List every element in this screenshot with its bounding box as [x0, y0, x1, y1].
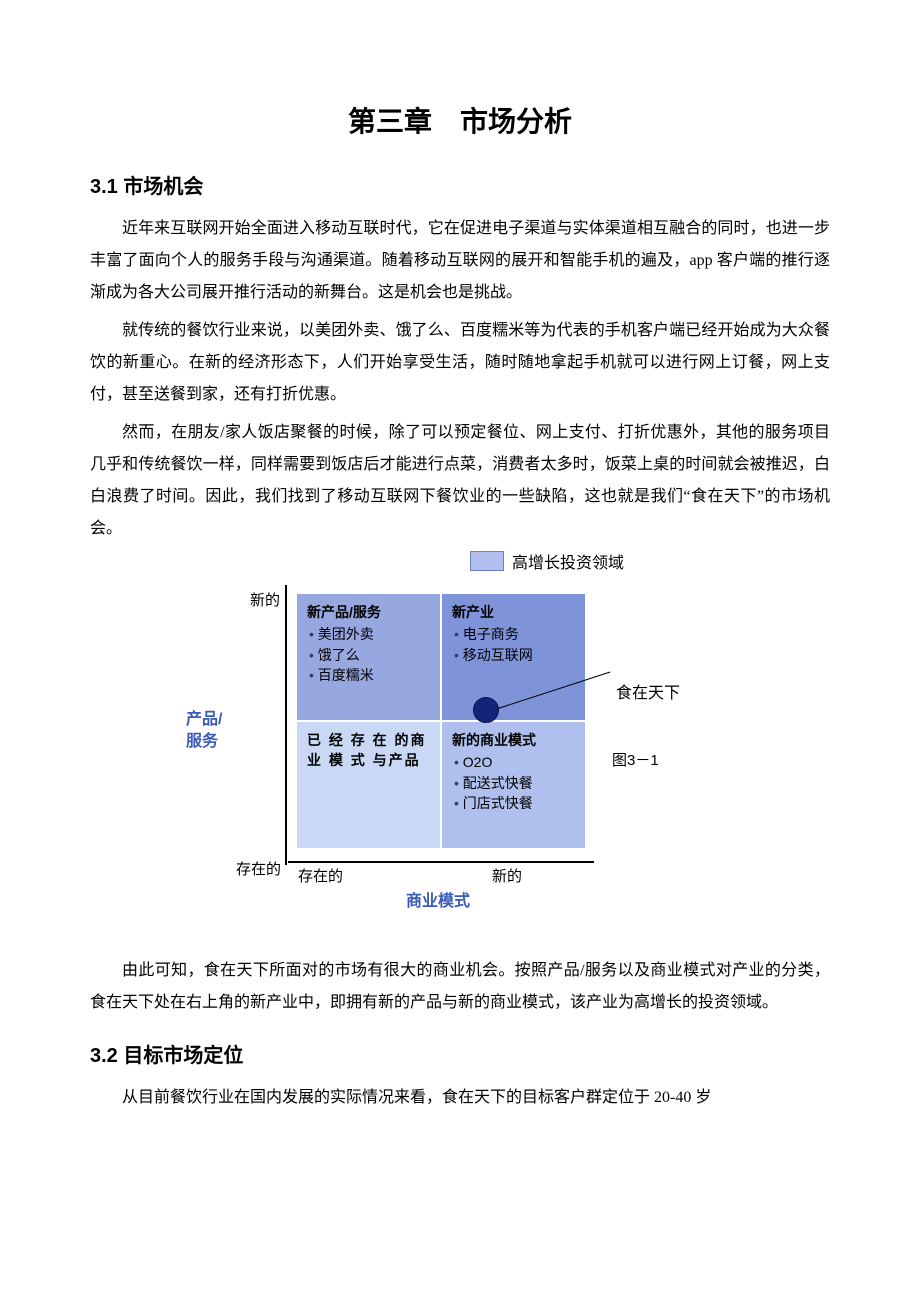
list-item: O2O: [454, 752, 575, 772]
list-item: 美团外卖: [309, 624, 430, 644]
opportunity-matrix-diagram: 高增长投资领域 产品/服务 新的 存在的 新产品/服务 美团外卖 饿了么 百度糯…: [180, 579, 740, 919]
list-item: 饿了么: [309, 645, 430, 665]
section-3-1-paragraph-3: 然而，在朋友/家人饭店聚餐的时候，除了可以预定餐位、网上支付、打折优惠外，其他的…: [90, 417, 830, 545]
quadrant-title: 新的商业模式: [452, 730, 575, 750]
list-item: 电子商务: [454, 624, 575, 644]
section-3-1-paragraph-2: 就传统的餐饮行业来说，以美团外卖、饿了么、百度糯米等为代表的手机客户端已经开始成…: [90, 315, 830, 411]
quadrant-bottom-left: 已 经 存 在 的商 业 模 式 与产品: [296, 721, 441, 849]
quadrant-list: 美团外卖 饿了么 百度糯米: [307, 624, 430, 685]
section-3-2-paragraph-1: 从目前餐饮行业在国内发展的实际情况来看，食在天下的目标客户群定位于 20-40 …: [90, 1082, 830, 1114]
legend-label: 高增长投资领域: [512, 549, 624, 573]
quadrant-list: 电子商务 移动互联网: [452, 624, 575, 665]
matrix-grid: 新产品/服务 美团外卖 饿了么 百度糯米 新产业 电子商务 移动互联网 已 经 …: [296, 593, 586, 849]
marker-dot: [473, 697, 499, 723]
quadrant-top-left: 新产品/服务 美团外卖 饿了么 百度糯米: [296, 593, 441, 721]
x-axis-title: 商业模式: [406, 887, 470, 911]
y-axis-label-top: 新的: [250, 589, 280, 610]
figure-3-1-container: 高增长投资领域 产品/服务 新的 存在的 新产品/服务 美团外卖 饿了么 百度糯…: [90, 579, 830, 919]
chapter-title: 第三章 市场分析: [90, 100, 830, 140]
y-axis-label-bottom: 存在的: [236, 858, 281, 879]
list-item: 移动互联网: [454, 645, 575, 665]
section-3-2-heading: 3.2 目标市场定位: [90, 1039, 830, 1068]
figure-caption: 图3－1: [612, 749, 659, 770]
quadrant-list: O2O 配送式快餐 门店式快餐: [452, 752, 575, 813]
legend-swatch: [470, 551, 504, 571]
section-3-1-heading: 3.1 市场机会: [90, 170, 830, 199]
x-axis-label-left: 存在的: [298, 865, 343, 886]
x-axis-label-right: 新的: [492, 865, 522, 886]
list-item: 门店式快餐: [454, 793, 575, 813]
section-3-1-paragraph-1: 近年来互联网开始全面进入移动互联时代，它在促进电子渠道与实体渠道相互融合的同时，…: [90, 213, 830, 309]
quadrant-bottom-right: 新的商业模式 O2O 配送式快餐 门店式快餐: [441, 721, 586, 849]
quadrant-title: 已 经 存 在 的商 业 模 式 与产品: [307, 730, 430, 771]
list-item: 配送式快餐: [454, 773, 575, 793]
callout-label: 食在天下: [616, 679, 680, 703]
y-axis-line: [285, 585, 287, 865]
quadrant-title: 新产业: [452, 602, 575, 622]
list-item: 百度糯米: [309, 665, 430, 685]
y-axis-title: 产品/服务: [186, 709, 236, 754]
quadrant-title: 新产品/服务: [307, 602, 430, 622]
section-3-1-paragraph-4: 由此可知，食在天下所面对的市场有很大的商业机会。按照产品/服务以及商业模式对产业…: [90, 955, 830, 1019]
legend: 高增长投资领域: [470, 549, 624, 573]
x-axis-line: [288, 861, 594, 863]
